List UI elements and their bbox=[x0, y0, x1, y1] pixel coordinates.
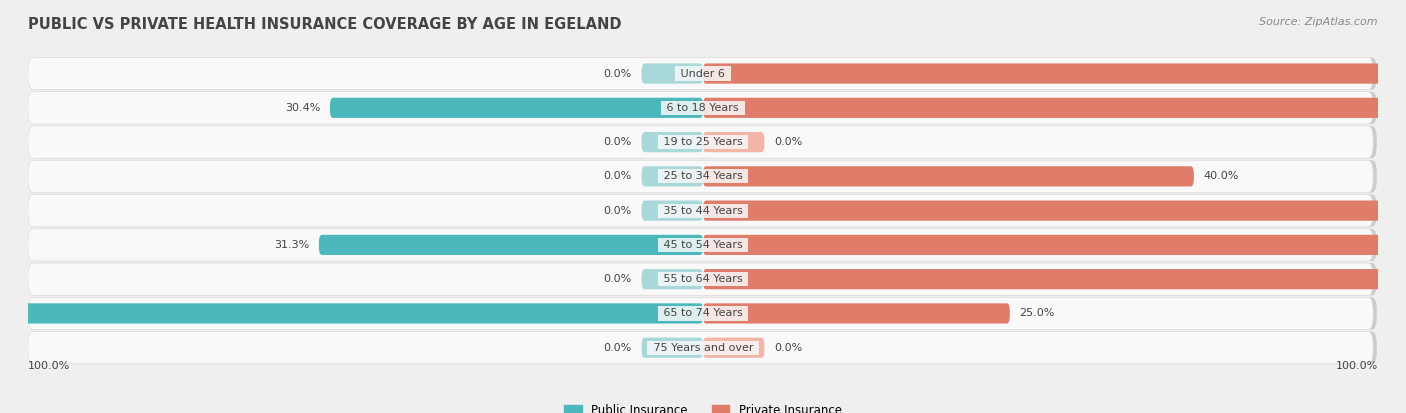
FancyBboxPatch shape bbox=[641, 269, 703, 289]
FancyBboxPatch shape bbox=[28, 92, 1374, 124]
Text: 0.0%: 0.0% bbox=[603, 206, 631, 216]
Text: 35 to 44 Years: 35 to 44 Years bbox=[659, 206, 747, 216]
Text: 55 to 64 Years: 55 to 64 Years bbox=[659, 274, 747, 284]
Text: 0.0%: 0.0% bbox=[603, 343, 631, 353]
FancyBboxPatch shape bbox=[641, 166, 703, 186]
FancyBboxPatch shape bbox=[703, 166, 1194, 186]
FancyBboxPatch shape bbox=[32, 229, 1376, 261]
FancyBboxPatch shape bbox=[28, 57, 1374, 90]
FancyBboxPatch shape bbox=[32, 160, 1376, 192]
Text: 0.0%: 0.0% bbox=[775, 137, 803, 147]
FancyBboxPatch shape bbox=[703, 235, 1406, 255]
FancyBboxPatch shape bbox=[28, 297, 1374, 330]
FancyBboxPatch shape bbox=[32, 297, 1376, 330]
FancyBboxPatch shape bbox=[28, 126, 1374, 158]
FancyBboxPatch shape bbox=[28, 160, 1374, 192]
Text: 0.0%: 0.0% bbox=[603, 69, 631, 78]
Text: Under 6: Under 6 bbox=[678, 69, 728, 78]
Text: 0.0%: 0.0% bbox=[603, 171, 631, 181]
Text: 100.0%: 100.0% bbox=[1336, 361, 1378, 371]
FancyBboxPatch shape bbox=[28, 229, 1374, 261]
FancyBboxPatch shape bbox=[32, 92, 1376, 124]
Text: 25.0%: 25.0% bbox=[1019, 309, 1054, 318]
Text: 25 to 34 Years: 25 to 34 Years bbox=[659, 171, 747, 181]
Text: 0.0%: 0.0% bbox=[775, 343, 803, 353]
Text: 0.0%: 0.0% bbox=[603, 274, 631, 284]
FancyBboxPatch shape bbox=[703, 132, 765, 152]
FancyBboxPatch shape bbox=[28, 195, 1374, 227]
FancyBboxPatch shape bbox=[32, 332, 1376, 364]
Text: 30.4%: 30.4% bbox=[285, 103, 321, 113]
Text: 45 to 54 Years: 45 to 54 Years bbox=[659, 240, 747, 250]
Text: Source: ZipAtlas.com: Source: ZipAtlas.com bbox=[1260, 17, 1378, 26]
Text: 0.0%: 0.0% bbox=[603, 137, 631, 147]
FancyBboxPatch shape bbox=[32, 126, 1376, 158]
FancyBboxPatch shape bbox=[28, 263, 1374, 295]
FancyBboxPatch shape bbox=[703, 98, 1406, 118]
FancyBboxPatch shape bbox=[32, 195, 1376, 227]
Text: PUBLIC VS PRIVATE HEALTH INSURANCE COVERAGE BY AGE IN EGELAND: PUBLIC VS PRIVATE HEALTH INSURANCE COVER… bbox=[28, 17, 621, 31]
FancyBboxPatch shape bbox=[641, 132, 703, 152]
FancyBboxPatch shape bbox=[330, 98, 703, 118]
FancyBboxPatch shape bbox=[703, 269, 1406, 289]
FancyBboxPatch shape bbox=[703, 337, 765, 358]
FancyBboxPatch shape bbox=[641, 337, 703, 358]
Legend: Public Insurance, Private Insurance: Public Insurance, Private Insurance bbox=[564, 404, 842, 413]
Text: 40.0%: 40.0% bbox=[1204, 171, 1239, 181]
FancyBboxPatch shape bbox=[703, 303, 1010, 323]
FancyBboxPatch shape bbox=[641, 201, 703, 221]
FancyBboxPatch shape bbox=[0, 303, 703, 323]
FancyBboxPatch shape bbox=[32, 263, 1376, 295]
Text: 6 to 18 Years: 6 to 18 Years bbox=[664, 103, 742, 113]
FancyBboxPatch shape bbox=[32, 57, 1376, 90]
Text: 31.3%: 31.3% bbox=[274, 240, 309, 250]
Text: 75 Years and over: 75 Years and over bbox=[650, 343, 756, 353]
Text: 65 to 74 Years: 65 to 74 Years bbox=[659, 309, 747, 318]
FancyBboxPatch shape bbox=[28, 332, 1374, 364]
FancyBboxPatch shape bbox=[319, 235, 703, 255]
Text: 100.0%: 100.0% bbox=[28, 361, 70, 371]
FancyBboxPatch shape bbox=[703, 64, 1406, 84]
FancyBboxPatch shape bbox=[641, 64, 703, 84]
Text: 19 to 25 Years: 19 to 25 Years bbox=[659, 137, 747, 147]
FancyBboxPatch shape bbox=[703, 201, 1406, 221]
